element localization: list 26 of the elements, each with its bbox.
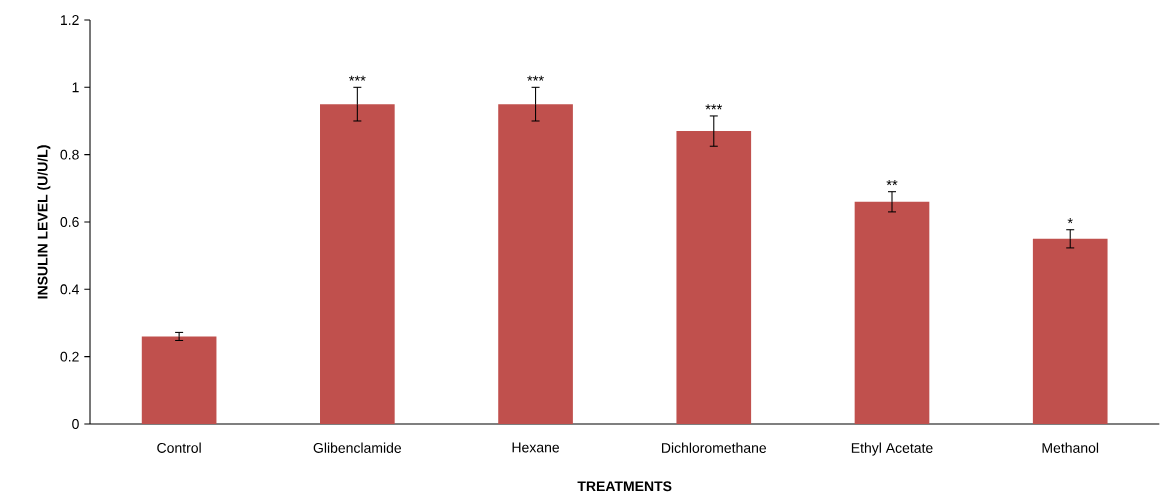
y-axis-title: INSULIN LEVEL (U/U/L) xyxy=(37,145,51,299)
y-tick-label: 0.2 xyxy=(60,351,79,362)
x-tick-label: Dichloromethane xyxy=(662,442,767,453)
bar xyxy=(498,104,573,424)
bar xyxy=(141,336,217,424)
x-tick-label: Control xyxy=(157,442,201,453)
annotation: *** xyxy=(527,75,544,81)
y-tick-label: 0.4 xyxy=(60,284,79,295)
y-tick-label: 0.8 xyxy=(60,149,79,160)
annotation: *** xyxy=(705,104,723,110)
y-tick-label: 0.6 xyxy=(60,217,79,227)
x-tick-label: Methanol xyxy=(1042,442,1099,453)
bar xyxy=(1032,238,1108,424)
y-tick-label: 1.2 xyxy=(60,15,79,25)
annotation: ** xyxy=(886,180,898,186)
annotation: * xyxy=(1067,218,1073,224)
annotation: *** xyxy=(349,75,366,81)
bar xyxy=(854,201,930,424)
x-tick-label: Hexane xyxy=(512,442,560,453)
bar xyxy=(676,131,752,424)
x-tick-label: Ethyl Acetate xyxy=(851,442,933,456)
y-tick-label: 1 xyxy=(72,82,79,93)
y-tick-label: 0 xyxy=(72,419,79,429)
bar xyxy=(320,104,395,424)
x-axis-title: TREATMENTS xyxy=(577,481,672,492)
x-tick-label: Glibenclamide xyxy=(313,442,402,453)
